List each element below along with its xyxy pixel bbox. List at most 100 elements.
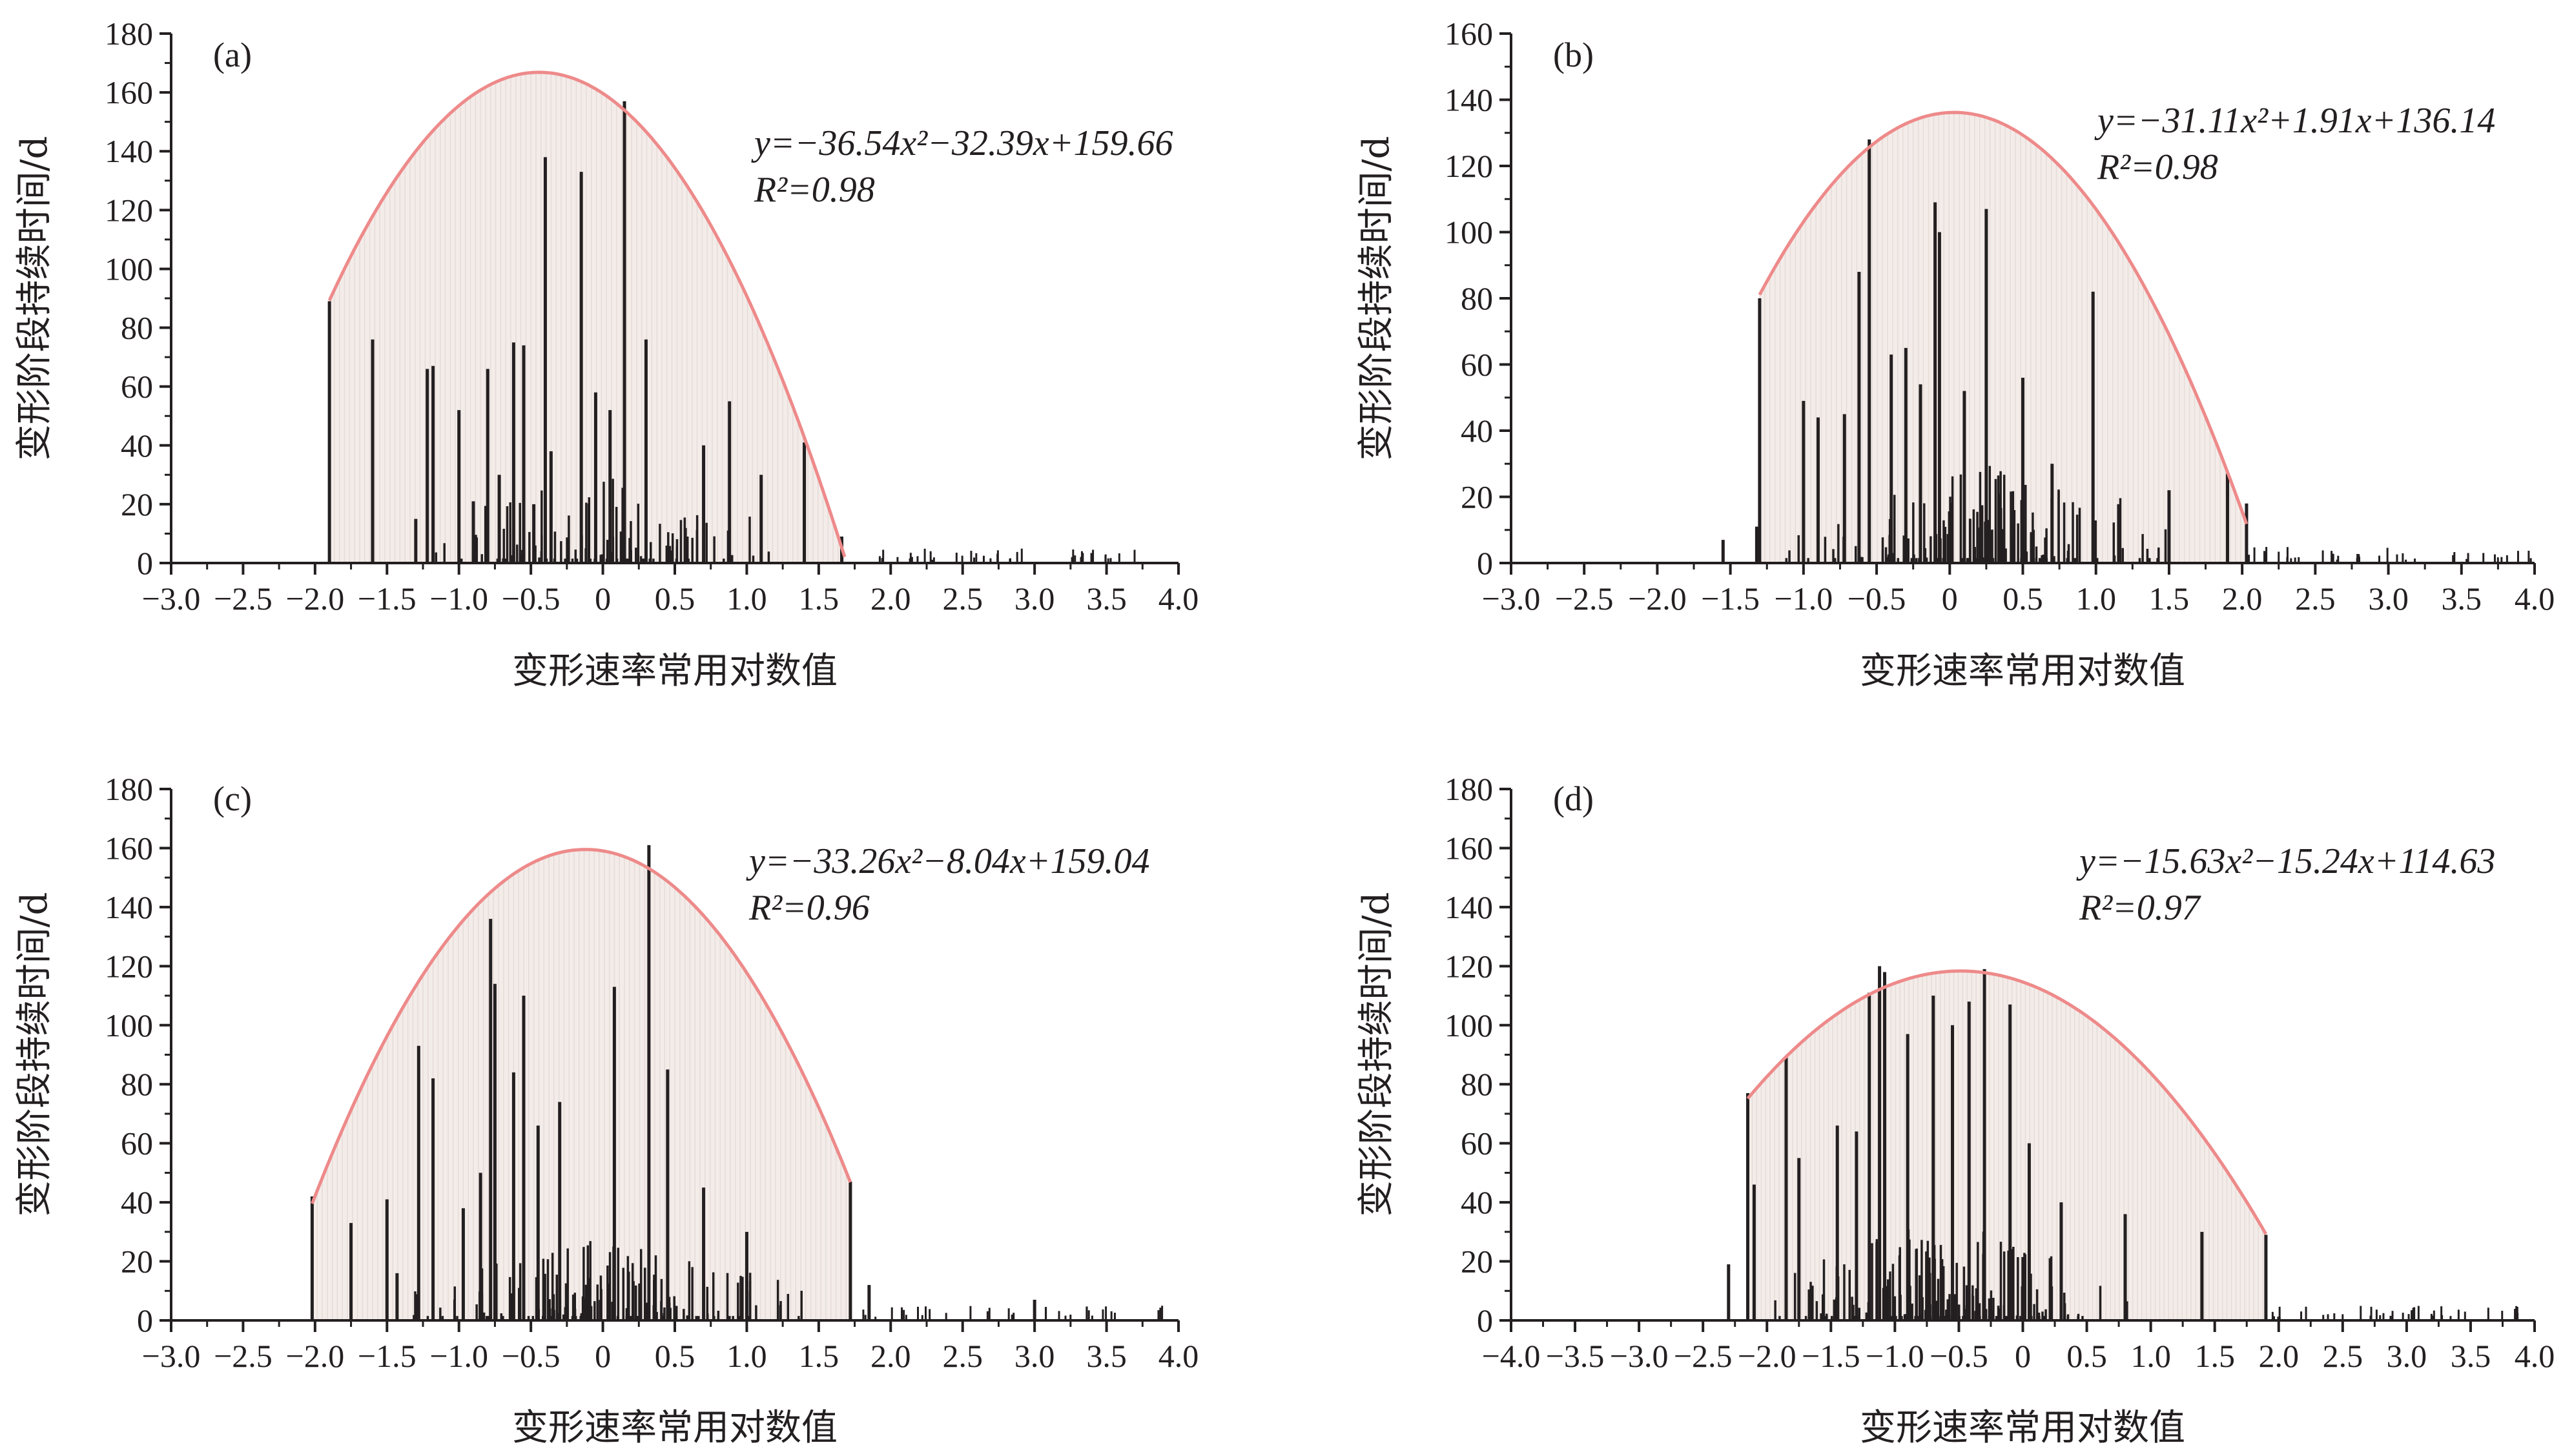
y-tick-label: 100 — [1445, 214, 1493, 251]
y-axis-title: 变形阶段持续时间/d — [14, 136, 56, 461]
x-tick-label: −3.0 — [1610, 1338, 1669, 1374]
panel-label: (a) — [213, 36, 252, 74]
y-tick-label: 0 — [1477, 545, 1493, 581]
x-tick-label: 4.0 — [1158, 580, 1199, 617]
fit-equation: y=−33.26x²−8.04x+159.04 — [746, 841, 1150, 881]
x-tick-label: −2.5 — [1555, 580, 1614, 617]
x-tick-label: −0.5 — [1930, 1338, 1988, 1374]
fit-r2: R²=0.96 — [748, 888, 870, 928]
x-tick-label: 3.5 — [1086, 580, 1127, 617]
x-tick-label: −0.5 — [1848, 580, 1906, 617]
x-tick-label: −2.0 — [286, 580, 345, 617]
fit-curve — [1758, 110, 2249, 525]
x-tick-label: 2.0 — [870, 1338, 911, 1374]
x-tick-label: 1.0 — [726, 580, 767, 617]
y-tick-label: 100 — [1445, 1007, 1493, 1043]
peak-bars — [1727, 966, 2268, 1320]
x-tick-label: −1.5 — [1701, 580, 1760, 617]
x-tick-label: 0 — [1942, 580, 1958, 617]
x-tick-label: −1.5 — [358, 580, 417, 617]
y-tick-label: 140 — [105, 133, 153, 169]
x-tick-label: −2.5 — [1674, 1338, 1733, 1374]
y-tick-label: 180 — [105, 15, 153, 52]
peak-bars — [1721, 139, 2249, 563]
x-tick-label: 1.0 — [2075, 580, 2116, 617]
panel-label: (c) — [213, 779, 252, 818]
x-tick-label: −2.0 — [286, 1338, 345, 1374]
y-tick-label: 160 — [105, 74, 153, 110]
y-tick-label: 100 — [105, 251, 153, 287]
y-tick-label: 60 — [121, 369, 153, 405]
y-tick-label: 80 — [1461, 1066, 1493, 1102]
y-tick-label: 120 — [105, 192, 153, 228]
x-tick-label: −1.5 — [358, 1338, 417, 1374]
y-tick-label: 160 — [1445, 15, 1493, 52]
fit-area-hatch — [1759, 112, 2247, 563]
y-tick-label: 60 — [121, 1125, 153, 1162]
x-tick-label: −3.0 — [1482, 580, 1541, 617]
y-tick-label: 180 — [1445, 771, 1493, 807]
panel-label: (d) — [1553, 779, 1594, 818]
x-axis-title: 变形速率常用对数值 — [512, 650, 838, 692]
panel-label: (b) — [1553, 36, 1594, 74]
x-tick-label: 2.5 — [942, 580, 983, 617]
fit-r2: R²=0.98 — [754, 170, 875, 210]
chart-panel-4: −4.0 −3.5 −3.0 −2.5 −2.0 −1.5 −1.0 −0.5 0 0.5 1.0 1… — [1355, 771, 2555, 1449]
y-tick-label: 120 — [1445, 148, 1493, 184]
y-tick-label: 80 — [1461, 280, 1493, 316]
fit-r2: R²=0.98 — [2097, 147, 2218, 187]
x-tick-label: 3.5 — [2451, 1338, 2491, 1374]
y-axis-title: 变形阶段持续时间/d — [1355, 892, 1397, 1217]
peak-bars — [327, 101, 844, 563]
x-tick-label: −2.0 — [1738, 1338, 1796, 1374]
x-tick-label: 4.0 — [1158, 1338, 1199, 1374]
y-tick-label: 40 — [1461, 1184, 1493, 1220]
x-tick-label: 1.5 — [2149, 580, 2190, 617]
x-tick-label: 3.0 — [1014, 1338, 1055, 1374]
fit-equation: y=−15.63x²−15.24x+114.63 — [2076, 841, 2495, 881]
x-tick-label: −1.0 — [1866, 1338, 1924, 1374]
y-tick-label: 0 — [1477, 1302, 1493, 1338]
x-tick-label: 0.5 — [2002, 580, 2043, 617]
density-bars — [1785, 466, 2532, 563]
x-tick-label: −2.5 — [214, 580, 273, 617]
y-tick-label: 140 — [1445, 82, 1493, 118]
x-tick-label: −3.5 — [1546, 1338, 1605, 1374]
fit-equation: y=−31.11x²+1.91x+136.14 — [2094, 101, 2495, 141]
fit-curve — [327, 70, 847, 558]
x-tick-label: 0 — [595, 1338, 611, 1374]
x-tick-label: 2.0 — [870, 580, 911, 617]
fit-curve — [1746, 969, 2268, 1235]
y-tick-label: 60 — [1461, 347, 1493, 383]
x-tick-label: 3.0 — [2368, 580, 2409, 617]
fit-area — [1759, 112, 2247, 564]
y-tick-label: 40 — [121, 1184, 153, 1220]
y-tick-label: 100 — [105, 1007, 153, 1043]
x-tick-label: 2.0 — [2222, 580, 2263, 617]
x-tick-label: 1.5 — [799, 580, 839, 617]
fit-r2: R²=0.97 — [2079, 888, 2201, 928]
x-axis-title: 变形速率常用对数值 — [1860, 1407, 2185, 1449]
y-tick-label: 120 — [1445, 948, 1493, 984]
x-tick-label: 2.5 — [2323, 1338, 2363, 1374]
x-tick-label: −0.5 — [502, 580, 561, 617]
x-tick-label: 4.0 — [2515, 1338, 2555, 1374]
fit-equation: y=−36.54x²−32.39x+159.66 — [751, 123, 1173, 163]
x-tick-label: 3.0 — [2387, 1338, 2427, 1374]
fit-area-hatch — [311, 849, 847, 1320]
y-tick-label: 120 — [105, 948, 153, 984]
x-tick-label: 3.5 — [1086, 1338, 1127, 1374]
x-tick-label: 3.0 — [1014, 580, 1055, 617]
y-tick-label: 80 — [121, 310, 153, 346]
x-tick-label: 4.0 — [2515, 580, 2555, 617]
chart-panel-3: −3.0 −2.5 −2.0 −1.5 −1.0 −0.5 0 0.5 1.0 1.5 2.0 2.5… — [14, 771, 1199, 1449]
x-tick-label: 0.5 — [655, 1338, 695, 1374]
peak-bars — [310, 845, 1036, 1320]
x-tick-label: 1.0 — [2130, 1338, 2171, 1374]
x-tick-label: −3.0 — [142, 1338, 201, 1374]
x-tick-label: −2.0 — [1628, 580, 1687, 617]
y-axis-title: 变形阶段持续时间/d — [1355, 136, 1397, 461]
x-tick-label: −1.5 — [1802, 1338, 1860, 1374]
